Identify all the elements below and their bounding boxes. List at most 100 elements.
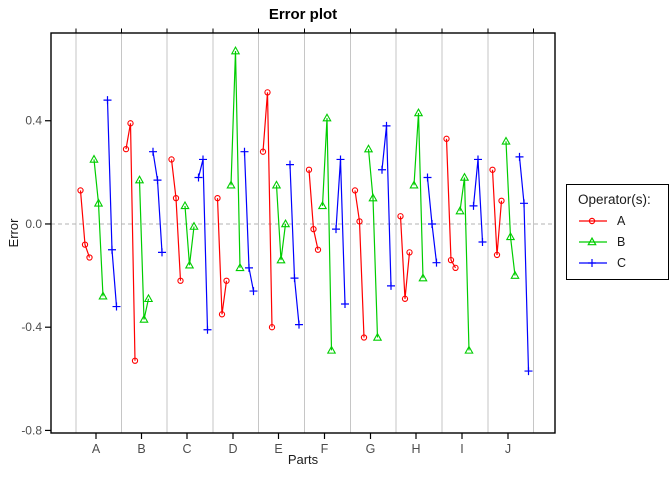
legend-item-label: A [617, 214, 626, 228]
x-axis-label: Parts [287, 452, 319, 467]
data-point-plus [103, 96, 112, 105]
data-point-plus [295, 320, 303, 329]
data-point-plus [382, 121, 391, 130]
data-point-triangle [409, 180, 419, 189]
legend-item-b: B [578, 235, 659, 249]
x-tick-label: D [228, 442, 237, 456]
y-tick-label: 0.4 [25, 114, 42, 128]
data-point-plus [249, 287, 258, 296]
data-point-triangle [184, 260, 195, 269]
legend-item-label: C [617, 256, 627, 270]
data-point-circle [401, 295, 409, 302]
data-point-plus [332, 225, 340, 234]
data-point-circle [122, 145, 130, 153]
data-point-plus [524, 367, 533, 376]
data-point-triangle [459, 172, 470, 181]
data-point-plus [341, 299, 349, 308]
data-point-circle [360, 334, 368, 341]
x-tick-label: E [274, 442, 282, 456]
legend-marker-plus-icon [579, 259, 607, 267]
data-point-plus [378, 165, 386, 174]
x-tick-label: H [411, 442, 420, 456]
data-point-circle [305, 166, 313, 173]
data-point-circle [127, 120, 134, 127]
data-point-circle [259, 148, 267, 155]
data-point-circle [314, 246, 322, 253]
data-point-circle [81, 241, 89, 248]
data-point-triangle [326, 345, 337, 354]
data-point-circle [172, 195, 180, 202]
chart-title: Error plot [268, 6, 338, 23]
data-point-circle [268, 324, 276, 331]
data-point-plus [474, 155, 482, 164]
legend-item-label: B [617, 235, 626, 249]
data-point-plus [153, 176, 162, 185]
data-point-plus [112, 302, 121, 311]
data-point-triangle [363, 144, 374, 153]
legend-marker-triangle-icon [579, 236, 607, 246]
data-point-plus [336, 155, 345, 164]
data-point-circle [489, 166, 496, 173]
data-point-plus [108, 245, 116, 254]
data-point-triangle [89, 154, 99, 163]
x-tick-label: A [92, 442, 101, 456]
data-point-plus [240, 147, 249, 156]
data-point-circle [214, 195, 221, 202]
data-point-circle [131, 357, 139, 364]
data-point-plus [290, 274, 299, 283]
data-point-plus [199, 155, 207, 164]
data-point-triangle [280, 218, 291, 228]
data-point-circle [443, 135, 450, 142]
data-point-triangle [271, 180, 282, 189]
data-point-triangle [372, 332, 383, 341]
data-point-circle [86, 254, 93, 261]
data-point-circle [310, 225, 317, 233]
data-point-plus [194, 173, 203, 182]
data-point-triangle [317, 200, 328, 210]
data-point-circle [452, 264, 459, 271]
legend: Operator(s): A B C [566, 184, 669, 280]
legend-title: Operator(s): [578, 192, 651, 207]
legend-marker-circle-icon [579, 217, 607, 225]
data-point-circle [77, 187, 84, 194]
data-point-plus [149, 147, 157, 156]
data-point-plus [515, 152, 524, 161]
series-operator-a [77, 89, 505, 364]
data-point-plus [423, 173, 432, 182]
plot-border [50, 32, 556, 434]
data-point-plus [245, 263, 253, 272]
data-point-triangle [189, 221, 199, 230]
series-operator-b [89, 46, 520, 354]
x-tick-label: I [460, 442, 463, 456]
data-point-triangle [98, 291, 108, 300]
data-point-circle [498, 197, 505, 204]
y-tick-label: -0.8 [21, 423, 42, 437]
data-point-circle [264, 89, 271, 96]
x-tick-label: J [505, 442, 511, 456]
data-point-triangle [230, 46, 241, 55]
data-point-circle [493, 251, 501, 259]
data-point-plus [286, 160, 294, 169]
data-point-circle [447, 256, 455, 264]
data-point-triangle [368, 193, 378, 202]
data-point-triangle [413, 107, 424, 117]
data-point-triangle [143, 293, 154, 303]
data-point-triangle [139, 314, 149, 323]
data-point-triangle [180, 200, 190, 210]
data-point-triangle [464, 345, 474, 354]
data-point-triangle [510, 270, 520, 279]
y-tick-label: -0.4 [21, 320, 42, 334]
data-point-triangle [505, 231, 516, 241]
legend-item-a: A [578, 214, 659, 228]
data-point-triangle [235, 262, 245, 272]
data-point-plus [428, 219, 436, 228]
data-point-triangle [93, 198, 104, 207]
data-point-circle [397, 213, 404, 220]
data-point-triangle [501, 136, 511, 145]
axes: -0.8 -0.4 0.0 0.4 A B C D E F G H I J [21, 28, 534, 456]
data-point-circle [406, 249, 413, 256]
data-point-plus [203, 325, 212, 334]
x-tick-label: C [182, 442, 191, 456]
